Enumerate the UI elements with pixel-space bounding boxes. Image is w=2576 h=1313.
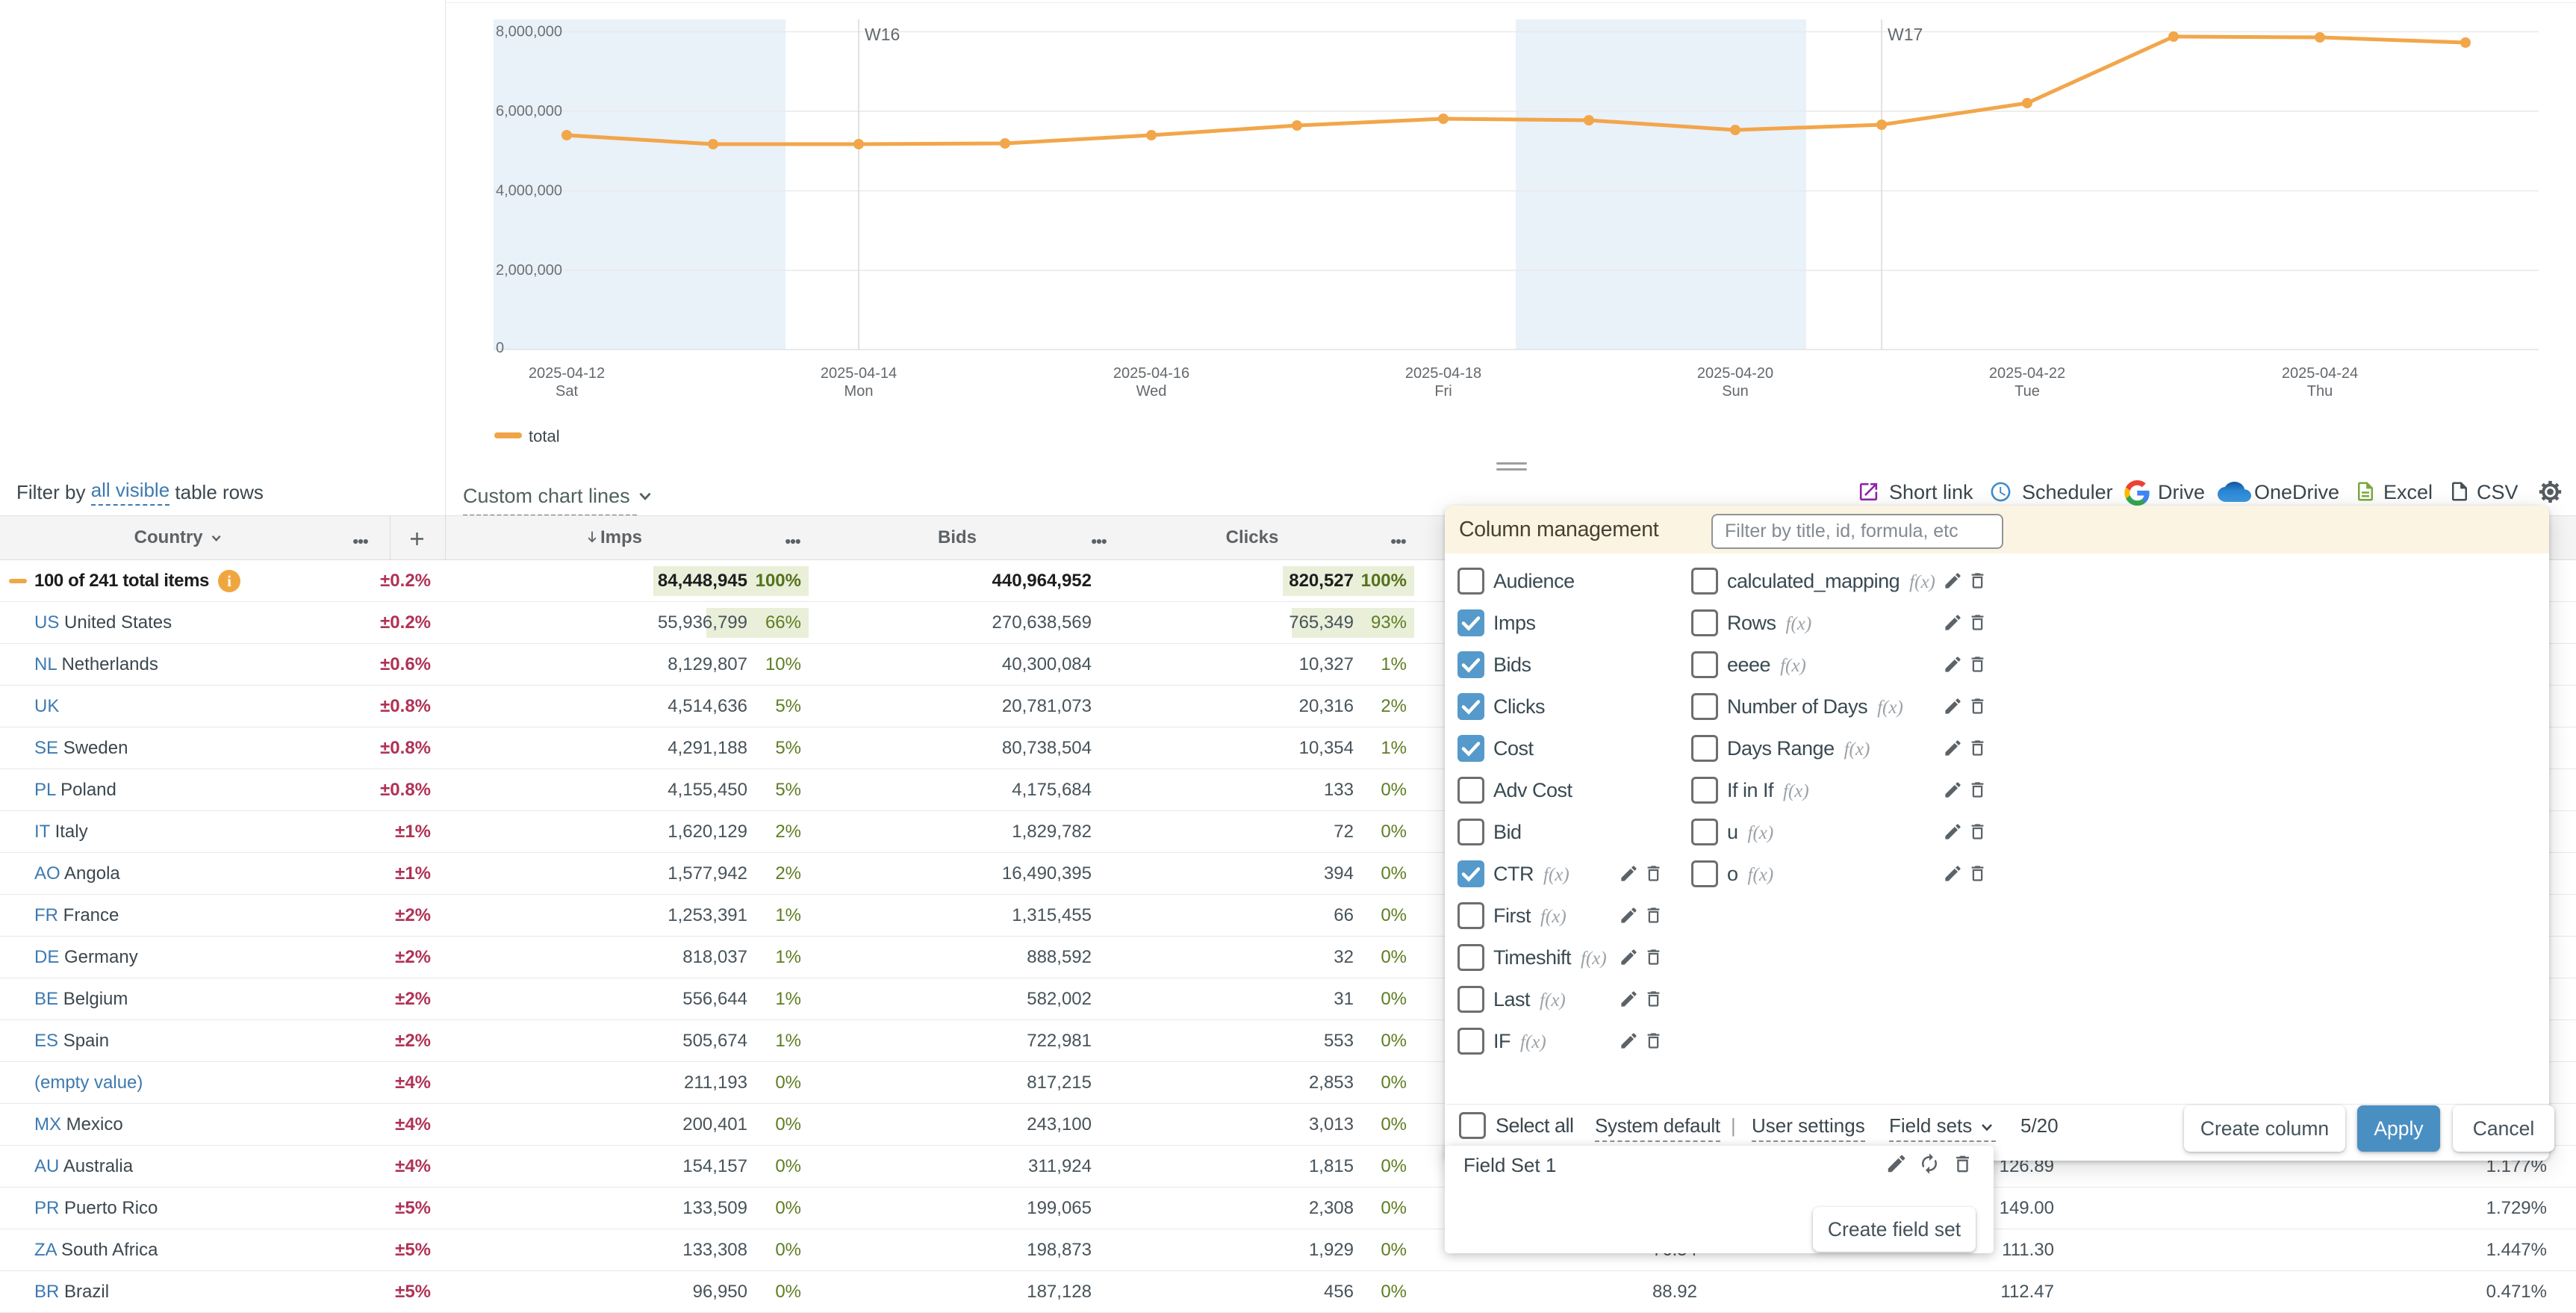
svg-text:2025-04-22: 2025-04-22 (1989, 365, 2065, 382)
svg-text:Mon: Mon (844, 383, 874, 400)
svg-text:W16: W16 (865, 25, 900, 44)
svg-text:Wed: Wed (1136, 383, 1167, 400)
svg-text:Fri: Fri (1434, 383, 1452, 400)
svg-text:2025-04-24: 2025-04-24 (2282, 365, 2358, 382)
svg-text:2025-04-14: 2025-04-14 (821, 365, 897, 382)
svg-text:0: 0 (496, 340, 504, 356)
svg-text:total: total (529, 427, 560, 446)
svg-text:6,000,000: 6,000,000 (496, 103, 562, 119)
svg-text:Sun: Sun (1722, 383, 1749, 400)
svg-text:W17: W17 (1888, 25, 1923, 44)
svg-text:2,000,000: 2,000,000 (496, 262, 562, 279)
svg-text:2025-04-20: 2025-04-20 (1697, 365, 1773, 382)
svg-text:8,000,000: 8,000,000 (496, 24, 562, 40)
svg-text:4,000,000: 4,000,000 (496, 183, 562, 199)
svg-text:Tue: Tue (2015, 383, 2040, 400)
svg-text:Thu: Thu (2307, 383, 2333, 400)
svg-text:2025-04-12: 2025-04-12 (529, 365, 605, 382)
svg-text:2025-04-16: 2025-04-16 (1113, 365, 1189, 382)
svg-text:2025-04-18: 2025-04-18 (1405, 365, 1481, 382)
svg-text:Sat: Sat (556, 383, 578, 400)
